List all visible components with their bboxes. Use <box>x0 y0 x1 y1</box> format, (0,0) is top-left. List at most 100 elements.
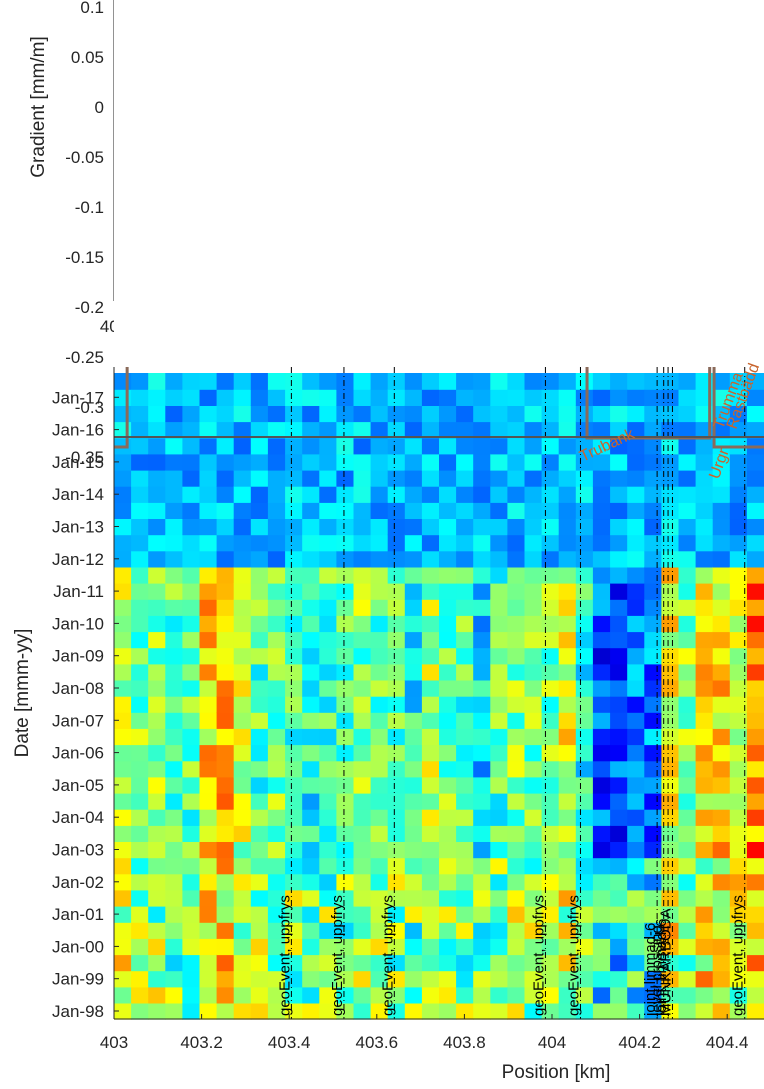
heatmap-cell <box>387 583 406 600</box>
heatmap-cell <box>165 809 183 826</box>
heatmap-cell <box>661 1002 680 1020</box>
heatmap-cell <box>421 679 440 697</box>
heatmap-cell <box>114 373 132 390</box>
heatmap-cell <box>131 534 149 552</box>
heatmap-cell <box>473 857 491 875</box>
heatmap-cell <box>575 647 594 665</box>
heatmap-cell <box>592 631 611 649</box>
heatmap-cell <box>404 663 423 681</box>
heatmap-cell <box>370 486 389 503</box>
heatmap-cell <box>319 986 337 1004</box>
heatmap-cell <box>387 744 406 762</box>
heatmap-cell <box>165 534 183 552</box>
heatmap-cell <box>353 437 372 455</box>
heatmap-cell <box>165 486 183 503</box>
heatmap-cell <box>610 825 628 842</box>
heatmap-cell <box>336 599 355 616</box>
heatmap-cell <box>712 550 731 568</box>
heatmap-cell <box>165 373 183 390</box>
heatmap-cell <box>490 986 508 1004</box>
heatmap-cell <box>644 889 662 907</box>
heatmap-cell <box>250 373 269 390</box>
heatmap-cell <box>370 453 389 471</box>
heatmap-cell <box>473 889 491 907</box>
heatmap-cell <box>250 857 269 875</box>
annotation-label: MUNKARBODA <box>657 908 674 1016</box>
heatmap-cell <box>353 373 372 390</box>
heatmap-cell <box>729 776 748 794</box>
heatmap-cell <box>524 550 543 568</box>
heatmap-cell <box>336 534 355 552</box>
heatmap-cell <box>336 453 355 471</box>
heatmap-cell <box>524 502 543 519</box>
heatmap-cell <box>575 760 594 778</box>
heatmap-cell <box>182 1002 201 1020</box>
heatmap-cell <box>131 615 149 633</box>
heatmap-cell <box>319 437 337 455</box>
heatmap-cell <box>216 1002 235 1020</box>
heatmap-cell <box>404 373 423 390</box>
heatmap-cell <box>524 792 543 810</box>
heatmap-cell <box>421 518 440 536</box>
heatmap-cell <box>456 550 474 568</box>
heatmap-cell <box>541 469 560 487</box>
heatmap-cell <box>165 631 183 649</box>
heatmap-cell <box>439 679 457 697</box>
heatmap-cell <box>404 405 423 423</box>
heatmap-cell <box>233 760 252 778</box>
heatmap-cell <box>661 583 680 600</box>
heatmap-cell <box>456 502 474 519</box>
heatmap-cell <box>439 728 457 746</box>
heatmap-cell <box>404 906 423 923</box>
heatmap-cell <box>695 970 714 988</box>
heatmap-cell <box>524 744 543 762</box>
heatmap-cell <box>678 469 697 487</box>
heatmap-cell <box>524 986 543 1004</box>
heatmap-cell <box>473 1002 491 1020</box>
heatmap-cell <box>541 954 560 972</box>
heatmap-cell <box>148 922 166 939</box>
heatmap-cell <box>558 631 577 649</box>
heatmap-cell <box>661 809 680 826</box>
heatmap-cell <box>370 405 389 423</box>
heatmap-cell <box>421 566 440 584</box>
heatmap-cell <box>439 550 457 568</box>
heatmap-cell <box>456 518 474 536</box>
heatmap-cell <box>575 663 594 681</box>
heatmap-cell <box>490 809 508 826</box>
heatmap-cell <box>370 938 389 956</box>
heatmap-cell <box>353 857 372 875</box>
heatmap-cell <box>490 792 508 810</box>
heatmap-cell <box>678 437 697 455</box>
heatmap-cell <box>575 986 594 1004</box>
heatmap-cell <box>216 938 235 956</box>
heatmap-cell <box>712 712 731 729</box>
heatmap-cell <box>250 825 269 842</box>
heatmap-cell <box>285 696 303 713</box>
heatmap-cell <box>575 405 594 423</box>
heatmap-cell <box>216 534 235 552</box>
heatmap-cell <box>404 550 423 568</box>
heatmap-cell <box>387 647 406 665</box>
heatmap-cell <box>353 534 372 552</box>
heatmap-cell <box>507 1002 526 1020</box>
heatmap-cell <box>627 922 645 939</box>
heatmap-cell <box>490 631 508 649</box>
heatmap-cell <box>627 405 645 423</box>
heatmap-cell <box>558 437 577 455</box>
heatmap-cell <box>473 809 491 826</box>
y-tick-label: Jan-11 <box>53 582 104 601</box>
heatmap-cell <box>387 809 406 826</box>
heatmap-cell <box>746 615 764 633</box>
heatmap-cell <box>627 970 645 988</box>
heatmap-cell <box>729 373 748 390</box>
heatmap-cell <box>353 873 372 891</box>
heatmap-cell <box>370 809 389 826</box>
heatmap-cell <box>524 405 543 423</box>
heatmap-cell <box>421 954 440 972</box>
heatmap-cell <box>746 599 764 616</box>
heatmap-cell <box>421 502 440 519</box>
heatmap-cell <box>610 631 628 649</box>
heatmap-cell <box>558 841 577 859</box>
heatmap-cell <box>746 857 764 875</box>
